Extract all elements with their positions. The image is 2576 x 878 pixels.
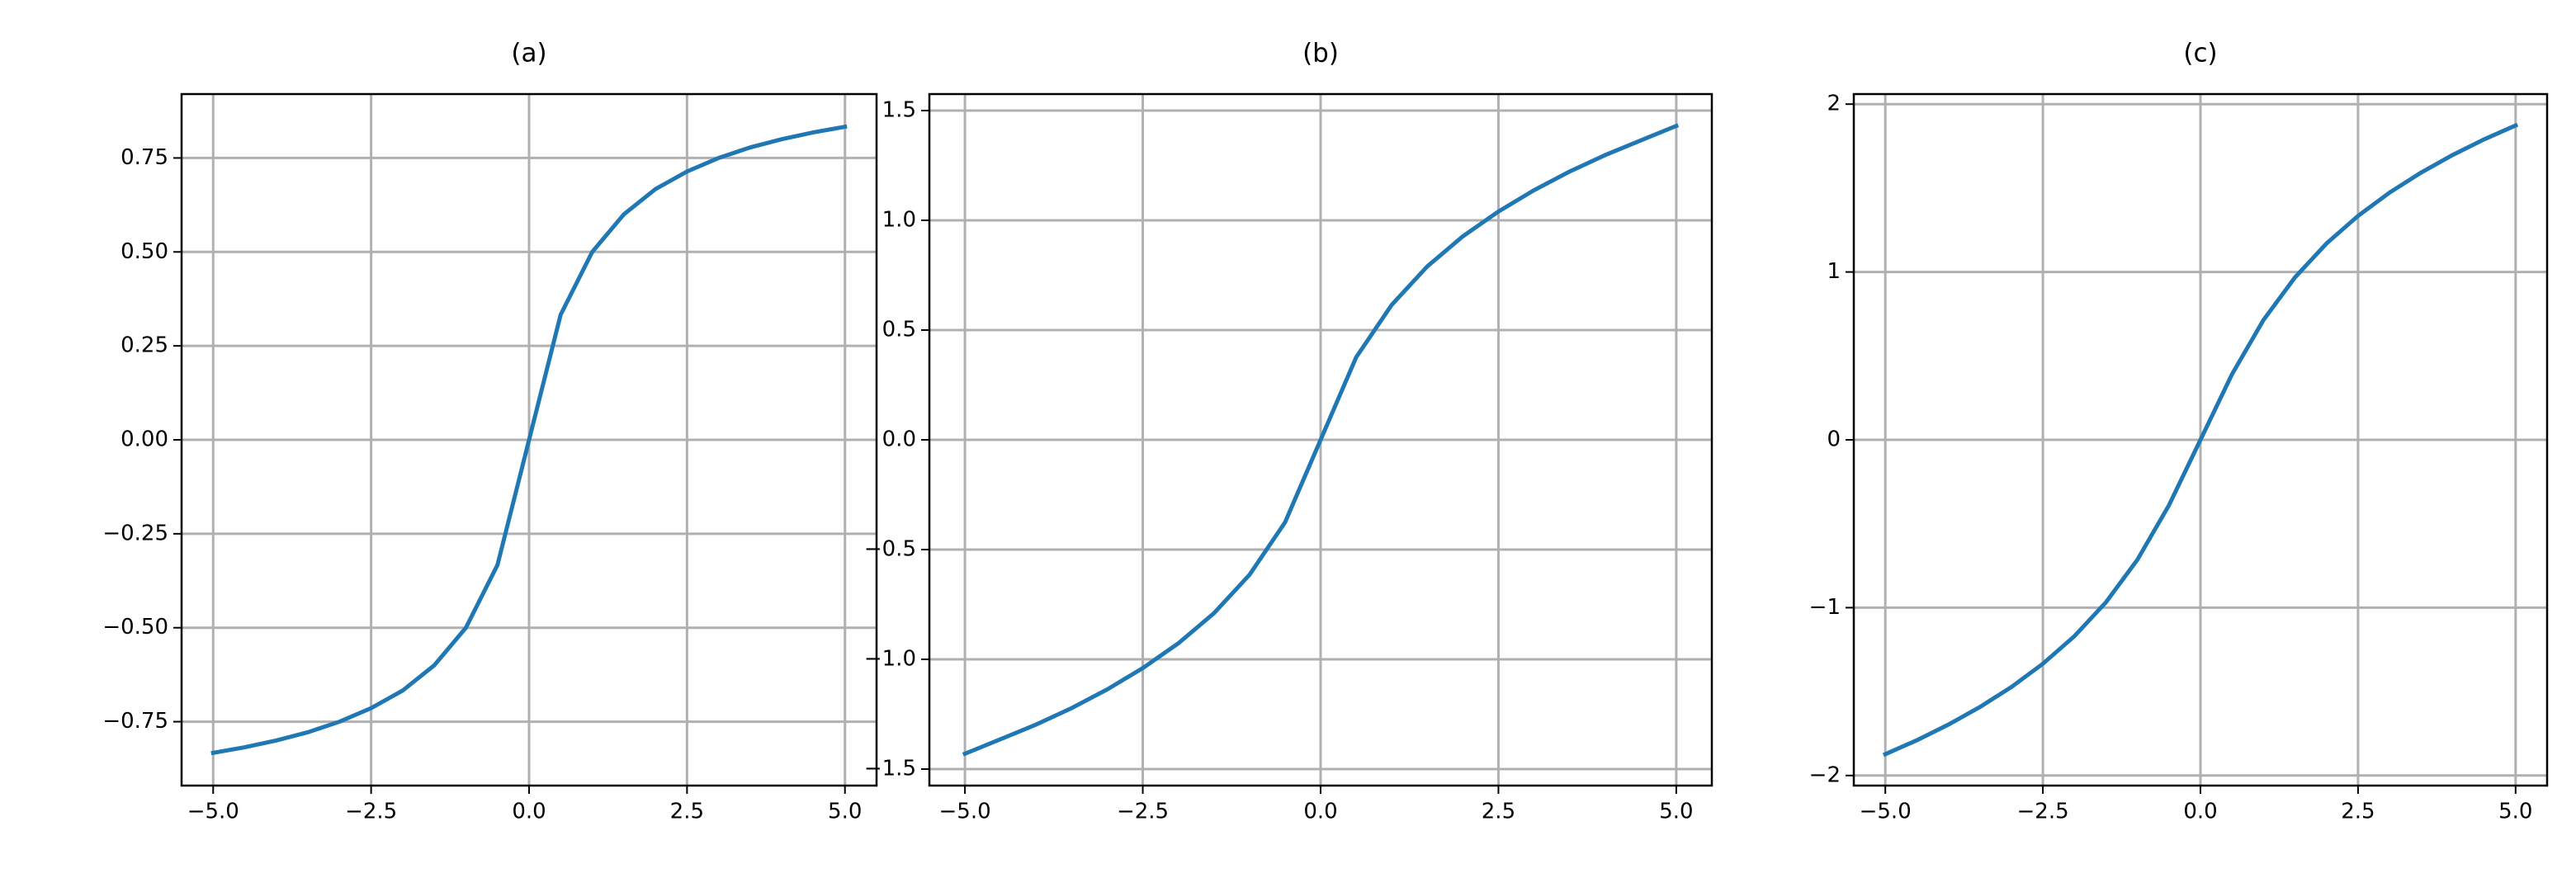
x-tick-label: −5.0 (1860, 800, 1912, 824)
y-tick-label: 0.5 (882, 317, 916, 342)
y-tick-label: 0.50 (121, 239, 168, 264)
y-tick-label: −0.5 (864, 537, 916, 562)
y-tick-label: 2 (1827, 92, 1841, 116)
x-tick-label: 2.5 (1482, 800, 1515, 824)
x-tick-label: 0.0 (1303, 800, 1337, 824)
line-series (1882, 122, 2519, 758)
y-tick-label: −0.25 (102, 521, 168, 545)
y-tick-label: 1.0 (882, 207, 916, 232)
y-tick-label: −0.50 (102, 615, 168, 640)
x-tick-label: −2.5 (345, 800, 397, 824)
x-tick-label: 0.0 (512, 800, 546, 824)
chart-title: (a) (511, 39, 546, 68)
x-tick-label: 5.0 (828, 800, 862, 824)
chart-title: (c) (2183, 39, 2217, 68)
axes-frame (928, 92, 1713, 787)
x-tick-label: 5.0 (2498, 800, 2532, 824)
y-tick-label: −2 (1809, 762, 1841, 787)
x-tick-label: 2.5 (2341, 800, 2375, 824)
x-tick-label: −5.0 (187, 800, 239, 824)
x-tick-label: −5.0 (939, 800, 991, 824)
line-series (210, 124, 848, 756)
y-tick-label: −1.5 (864, 757, 916, 781)
y-tick-label: 1.5 (882, 97, 916, 122)
x-tick-label: −2.5 (2017, 800, 2069, 824)
x-tick-label: 2.5 (670, 800, 704, 824)
line-series (962, 123, 1680, 757)
axes-frame (1852, 92, 2549, 787)
y-tick-label: 0.00 (121, 427, 168, 452)
x-tick-label: −2.5 (1117, 800, 1169, 824)
y-tick-label: 0.0 (882, 427, 916, 452)
x-tick-label: 5.0 (1659, 800, 1693, 824)
y-tick-label: 0.25 (121, 333, 168, 358)
y-tick-label: −1.0 (864, 647, 916, 672)
x-tick-label: 0.0 (2183, 800, 2217, 824)
chart-title: (b) (1302, 39, 1339, 68)
y-tick-label: 0.75 (121, 145, 168, 170)
y-tick-label: −0.75 (102, 709, 168, 734)
y-tick-label: 1 (1827, 259, 1841, 284)
y-tick-label: −1 (1809, 595, 1841, 620)
y-tick-label: 0 (1827, 427, 1841, 452)
axes-frame (180, 92, 878, 787)
